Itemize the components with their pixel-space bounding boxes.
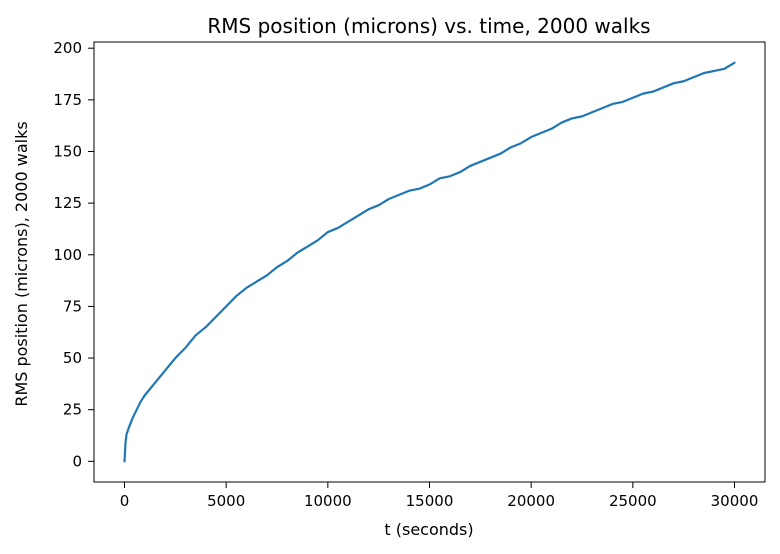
y-tick-label: 150 <box>53 142 82 160</box>
y-tick-label: 100 <box>53 246 82 264</box>
y-tick-label: 25 <box>63 401 82 419</box>
y-axis-label: RMS position (microns), 2000 walks <box>12 121 31 406</box>
series-line-0 <box>123 61 736 463</box>
y-tick-label: 0 <box>72 452 82 470</box>
chart-title: RMS position (microns) vs. time, 2000 wa… <box>207 14 650 38</box>
plot-frame <box>93 41 766 483</box>
y-tick-label: 125 <box>53 194 82 212</box>
y-tick-label: 200 <box>53 39 82 57</box>
y-tick-label: 50 <box>63 349 82 367</box>
x-tick-label: 20000 <box>507 492 555 510</box>
x-tick-label: 5000 <box>207 492 245 510</box>
y-tick-label: 175 <box>53 91 82 109</box>
x-tick-label: 15000 <box>406 492 454 510</box>
x-tick-label: 10000 <box>304 492 352 510</box>
plot-area <box>93 41 766 483</box>
x-axis: 0 5000 10000 15000 20000 25000 30000 <box>120 482 759 510</box>
x-tick-label: 25000 <box>609 492 657 510</box>
x-axis-label: t (seconds) <box>384 520 473 539</box>
y-axis: 0 25 50 75 100 125 150 175 200 <box>53 39 94 470</box>
x-tick-label: 30000 <box>711 492 759 510</box>
y-tick-label: 75 <box>63 297 82 315</box>
x-tick-label: 0 <box>120 492 130 510</box>
